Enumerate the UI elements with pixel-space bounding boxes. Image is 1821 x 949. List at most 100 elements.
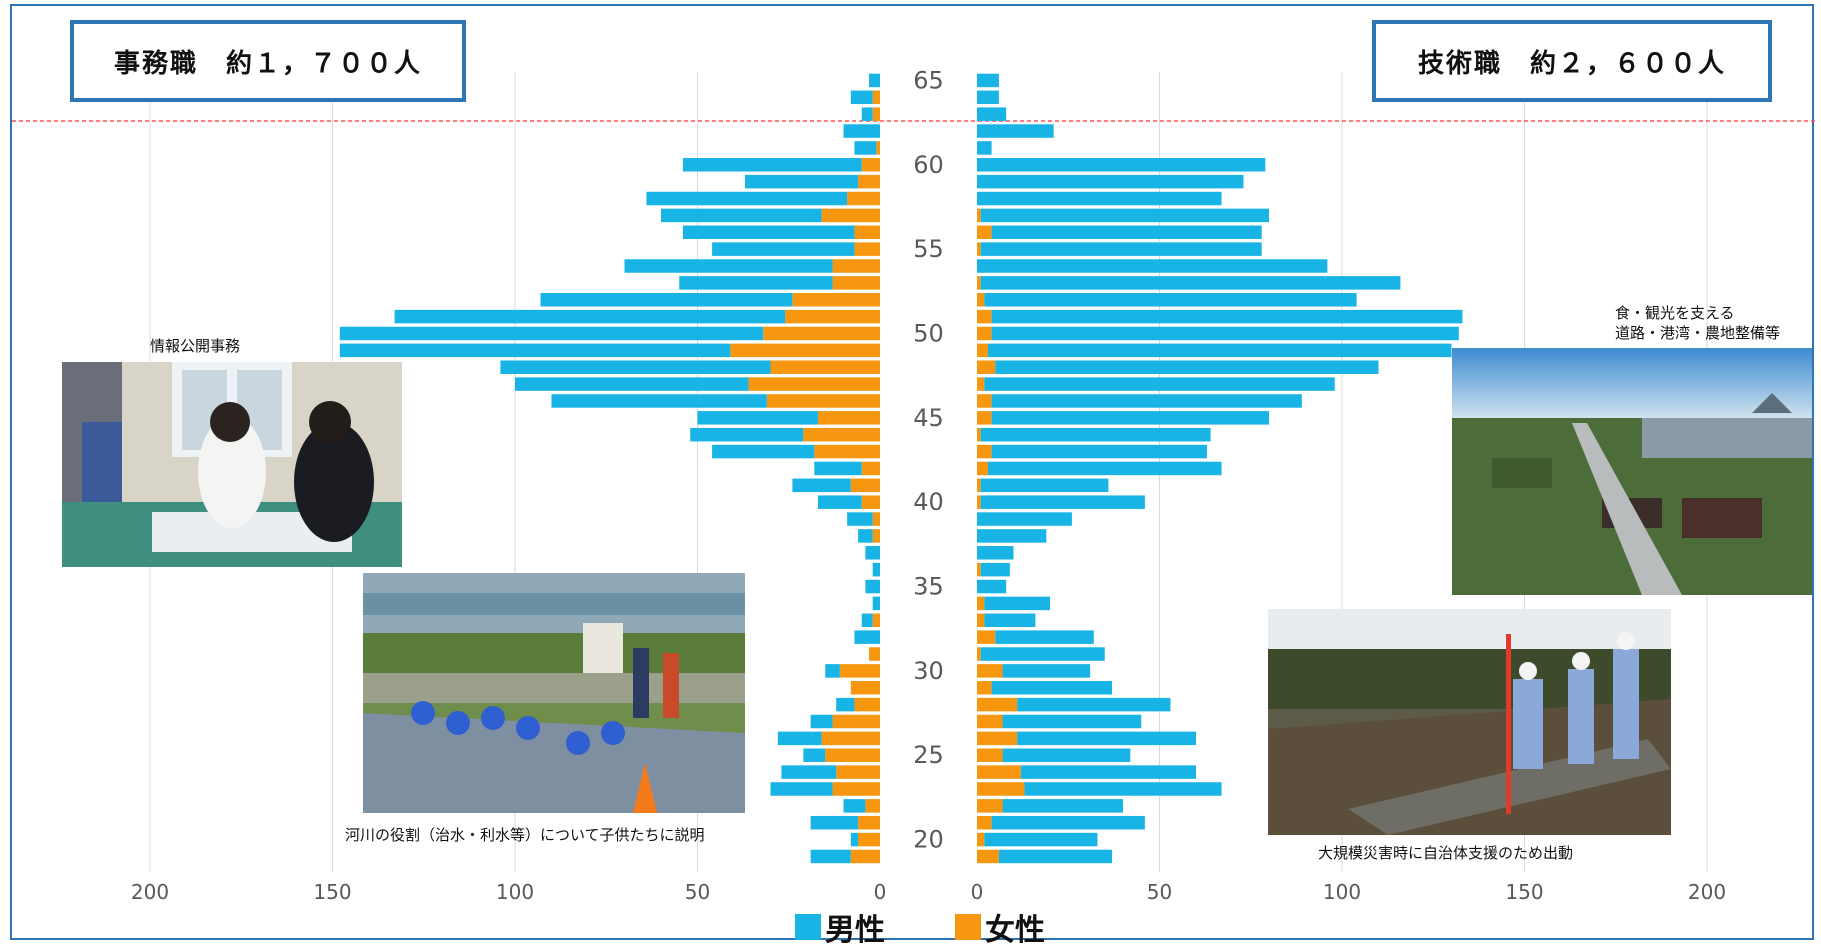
bar-technical-male bbox=[991, 444, 1207, 459]
bar-office-female bbox=[836, 765, 880, 779]
chart-frame bbox=[10, 4, 1814, 940]
bar-office-male bbox=[865, 546, 880, 560]
age-label: 55 bbox=[913, 235, 944, 263]
bar-technical-male bbox=[1017, 697, 1171, 712]
bar-office-female bbox=[832, 276, 880, 290]
bar-technical-male bbox=[980, 276, 1401, 290]
bar-technical-female bbox=[977, 208, 981, 223]
bar-office-female bbox=[872, 529, 880, 543]
bar-office-male bbox=[690, 427, 804, 442]
bar-office-female bbox=[858, 174, 880, 189]
bar-technical-male bbox=[1020, 765, 1196, 779]
bar-technical-male bbox=[1002, 799, 1123, 813]
bar-technical-male bbox=[977, 73, 999, 88]
bar-office-male bbox=[777, 731, 822, 746]
bar-office-female bbox=[854, 225, 880, 240]
bar-office-female bbox=[814, 444, 880, 459]
x-tick-right: 50 bbox=[1147, 880, 1172, 904]
bar-technical-male bbox=[984, 596, 1050, 611]
bar-office-male bbox=[682, 225, 855, 240]
legend: 男性 女性 bbox=[795, 905, 1045, 949]
bar-office-female bbox=[821, 208, 880, 223]
bar-office-male bbox=[854, 630, 880, 644]
bar-office-male bbox=[810, 714, 833, 729]
bar-office-female bbox=[850, 849, 880, 864]
bar-technical-female bbox=[977, 461, 988, 476]
bar-technical-male bbox=[977, 90, 999, 105]
bar-technical-female bbox=[977, 731, 1018, 746]
bar-technical-male bbox=[991, 411, 1269, 425]
bar-technical-female bbox=[977, 495, 981, 509]
bar-office-male bbox=[781, 765, 837, 779]
bar-technical-male bbox=[984, 377, 1335, 391]
bar-office-male bbox=[817, 495, 862, 509]
bar-office-male bbox=[551, 394, 767, 408]
bar-office-male bbox=[500, 360, 771, 374]
bar-technical-female bbox=[977, 562, 981, 577]
bar-technical-female bbox=[977, 765, 1021, 779]
bar-office-male bbox=[872, 562, 880, 577]
bar-technical-male bbox=[1017, 731, 1196, 746]
bar-technical-female bbox=[977, 849, 999, 864]
bar-office-female bbox=[785, 309, 880, 324]
bar-office-male bbox=[394, 309, 786, 324]
bar-technical-female bbox=[977, 394, 992, 408]
bar-technical-female bbox=[977, 799, 1003, 813]
bar-office-female bbox=[872, 107, 880, 121]
bar-office-female bbox=[861, 495, 880, 509]
bar-technical-female bbox=[977, 276, 981, 290]
bar-office-female bbox=[872, 613, 880, 628]
bar-technical-male bbox=[977, 529, 1047, 543]
bar-technical-male bbox=[987, 343, 1452, 358]
x-tick-right: 100 bbox=[1323, 880, 1361, 904]
bar-office-male bbox=[697, 411, 818, 425]
bar-technical-male bbox=[984, 613, 1036, 628]
bar-technical-female bbox=[977, 326, 992, 341]
x-tick-left: 100 bbox=[496, 880, 534, 904]
bar-office-male bbox=[339, 326, 764, 341]
photo-office-work bbox=[62, 362, 402, 567]
bar-technical-male bbox=[977, 141, 992, 155]
bar-technical-male bbox=[980, 478, 1109, 493]
bar-technical-female bbox=[977, 630, 996, 644]
legend-male-label: 男性 bbox=[825, 913, 885, 948]
bar-office-female bbox=[858, 815, 880, 830]
photo-disaster-support bbox=[1268, 609, 1671, 835]
bar-technical-female bbox=[977, 647, 981, 661]
bar-technical-female bbox=[977, 360, 996, 374]
age-label: 50 bbox=[913, 319, 944, 347]
bar-office-male bbox=[770, 782, 833, 796]
bar-technical-male bbox=[977, 191, 1222, 206]
bar-technical-male bbox=[1024, 782, 1222, 796]
bar-office-male bbox=[661, 208, 822, 223]
bar-office-female bbox=[876, 141, 880, 155]
bar-technical-female bbox=[977, 478, 981, 493]
bar-technical-female bbox=[977, 782, 1025, 796]
age-label: 45 bbox=[913, 404, 944, 432]
age-label: 30 bbox=[913, 657, 944, 685]
bar-office-male bbox=[861, 107, 873, 121]
bar-office-female bbox=[858, 832, 880, 847]
bar-office-female bbox=[803, 427, 880, 442]
bar-office-female bbox=[865, 799, 880, 813]
legend-female-label: 女性 bbox=[985, 913, 1045, 948]
caption-photo3: 食・観光を支える 道路・港湾・農地整備等 bbox=[1615, 303, 1780, 343]
bar-office-male bbox=[540, 292, 793, 307]
bar-technical-female bbox=[977, 815, 992, 830]
bar-office-male bbox=[810, 849, 851, 864]
bar-office-male bbox=[865, 579, 880, 594]
bar-technical-male bbox=[991, 225, 1262, 240]
bar-office-female bbox=[872, 90, 880, 105]
bar-office-male bbox=[814, 461, 862, 476]
caption-photo3-line1: 食・観光を支える bbox=[1615, 304, 1735, 322]
title-office-staff: 事務職 約１，７００人 bbox=[70, 20, 466, 102]
bar-office-female bbox=[847, 191, 880, 206]
bar-technical-male bbox=[991, 309, 1463, 324]
bar-office-male bbox=[792, 478, 851, 493]
bar-office-female bbox=[839, 664, 880, 678]
age-label: 40 bbox=[913, 488, 944, 516]
bar-technical-male bbox=[977, 512, 1072, 526]
bar-office-male bbox=[858, 529, 873, 543]
bar-office-female bbox=[869, 647, 880, 661]
